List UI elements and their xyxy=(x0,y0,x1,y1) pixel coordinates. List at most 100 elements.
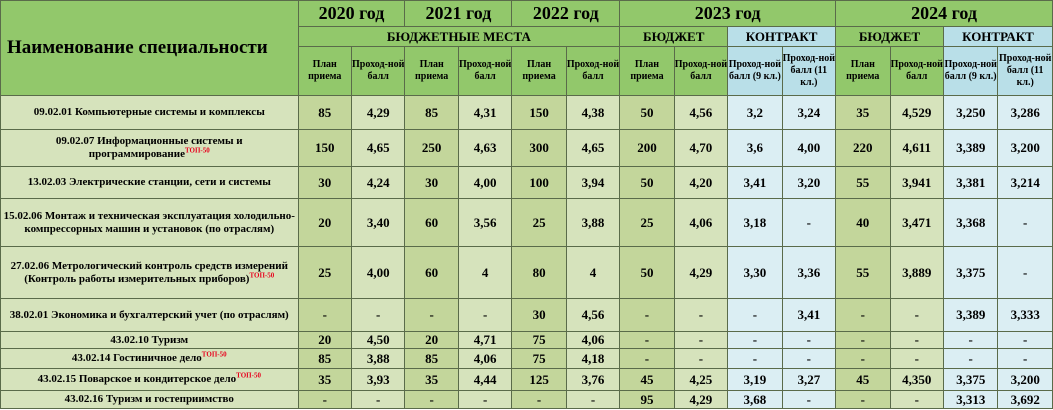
budget-places-header: БЮДЖЕТНЫЕ МЕСТА xyxy=(297,26,621,47)
cell-plan-2022: 300 xyxy=(511,129,567,167)
cell-plan-2023: 25 xyxy=(619,198,675,247)
cell-pass-2023: 4,20 xyxy=(673,166,729,199)
cell-pass-2021: 3,56 xyxy=(457,198,513,247)
cell-plan-2020: - xyxy=(297,390,352,409)
subheader-pass-2022: Проход-ной балл xyxy=(565,46,621,96)
cell-pass-2023: - xyxy=(673,298,729,332)
cell-pass-2020: 3,88 xyxy=(350,348,406,369)
cell-plan-2021: 85 xyxy=(404,348,459,369)
cell-pass-2022: 4,56 xyxy=(565,298,621,332)
cell-pass-2024: - xyxy=(889,348,944,369)
cell-plan-2024: 55 xyxy=(835,166,891,199)
cell-pass-2023: 4,29 xyxy=(673,246,729,299)
cell-plan-2022: 30 xyxy=(511,298,567,332)
cell-pass9-2023: - xyxy=(727,298,783,332)
subheader-pass-2020: Проход-ной балл xyxy=(350,46,406,96)
specialty-name: 43.02.16 Туризм и гостеприимство xyxy=(64,393,234,405)
cell-plan-2021: - xyxy=(404,390,459,409)
cell-plan-2022: 125 xyxy=(511,368,567,391)
cell-plan-2023: - xyxy=(619,331,675,349)
cell-pass-2020: 4,65 xyxy=(350,129,406,167)
cell-pass11-2023: 4,00 xyxy=(781,129,837,167)
cell-pass-2021: 4 xyxy=(457,246,513,299)
cell-pass-2024: 4,350 xyxy=(889,368,944,391)
table-row: 43.02.14 Гостиничное делоТОП-50 85 3,88 85 4… xyxy=(0,348,1053,369)
cell-plan-2024: 55 xyxy=(835,246,891,299)
cell-pass-2022: 3,76 xyxy=(565,368,621,391)
cell-pass9-2023: 3,18 xyxy=(727,198,783,247)
cell-pass-2024: 3,471 xyxy=(889,198,944,247)
cell-plan-2021: 30 xyxy=(404,166,459,199)
cell-pass-2022: 4,06 xyxy=(565,331,621,349)
specialty-name-cell: 09.02.01 Компьютерные системы и комплекс… xyxy=(0,95,299,130)
cell-pass11-2024: - xyxy=(997,331,1053,349)
cell-plan-2023: 50 xyxy=(619,246,675,299)
specialty-name: 43.02.10 Туризм xyxy=(110,333,189,346)
cell-plan-2020: 85 xyxy=(297,348,352,369)
specialty-name: 27.02.06 Метрологический контроль средст… xyxy=(10,259,288,285)
subheader-plan-2022: План приема xyxy=(511,46,567,96)
subheader-plan-2021: План приема xyxy=(404,46,459,96)
cell-plan-2022: 100 xyxy=(511,166,567,199)
cell-pass9-2023: 3,68 xyxy=(727,390,783,409)
cell-pass-2021: 4,63 xyxy=(457,129,513,167)
cell-pass-2020: 4,50 xyxy=(350,331,406,349)
table-row: 09.02.01 Компьютерные системы и комплекс… xyxy=(0,95,1053,130)
cell-pass-2024: 4,611 xyxy=(889,129,944,167)
cell-pass11-2024: 3,200 xyxy=(997,129,1053,167)
cell-plan-2024: - xyxy=(835,390,891,409)
cell-pass9-2023: - xyxy=(727,348,783,369)
cell-plan-2021: 20 xyxy=(404,331,459,349)
cell-plan-2020: 30 xyxy=(297,166,352,199)
cell-pass-2020: 3,40 xyxy=(350,198,406,247)
cell-pass-2021: 4,71 xyxy=(457,331,513,349)
cell-plan-2022: - xyxy=(511,390,567,409)
specialty-name-cell: 15.02.06 Монтаж и техническая эксплуатац… xyxy=(0,198,299,247)
year-header-2024: 2024 год xyxy=(835,0,1053,27)
cell-plan-2022: 150 xyxy=(511,95,567,130)
cell-pass9-2023: 3,2 xyxy=(727,95,783,130)
specialty-name-cell: 43.02.16 Туризм и гостеприимство xyxy=(0,390,299,409)
cell-plan-2022: 80 xyxy=(511,246,567,299)
specialty-name-cell: 43.02.15 Поварское и кондитерское делоТО… xyxy=(0,368,299,391)
cell-plan-2024: 45 xyxy=(835,368,891,391)
cell-pass-2024: 3,889 xyxy=(889,246,944,299)
table-row: 27.02.06 Метрологический контроль средст… xyxy=(0,246,1053,299)
contract-header-2024: КОНТРАКТ xyxy=(942,26,1053,47)
cell-pass11-2024: - xyxy=(997,198,1053,247)
cell-pass-2023: 4,70 xyxy=(673,129,729,167)
cell-pass-2022: 3,88 xyxy=(565,198,621,247)
cell-pass-2020: 4,29 xyxy=(350,95,406,130)
subheader-plan-2020: План приема xyxy=(297,46,352,96)
table-row: 15.02.06 Монтаж и техническая эксплуатац… xyxy=(0,198,1053,247)
table-row: 38.02.01 Экономика и бухгалтерский учет … xyxy=(0,298,1053,332)
cell-pass9-2024: 3,313 xyxy=(942,390,999,409)
specialty-name: 09.02.01 Компьютерные системы и комплекс… xyxy=(33,106,265,118)
cell-pass-2022: 4,65 xyxy=(565,129,621,167)
cell-pass9-2024: 3,381 xyxy=(942,166,999,199)
cell-plan-2023: 200 xyxy=(619,129,675,167)
cell-plan-2021: - xyxy=(404,298,459,332)
specialty-name: 09.02.07 Информационные системы и програ… xyxy=(55,135,243,160)
top-50-badge: ТОП-50 xyxy=(249,270,275,279)
cell-pass9-2024: 3,389 xyxy=(942,298,999,332)
top-50-badge: ТОП-50 xyxy=(201,350,227,359)
year-header-2020: 2020 год xyxy=(297,0,406,27)
cell-plan-2022: 75 xyxy=(511,348,567,369)
budget-header-2024: БЮДЖЕТ xyxy=(835,26,944,47)
cell-plan-2023: 95 xyxy=(619,390,675,409)
cell-pass11-2024: 3,286 xyxy=(997,95,1053,130)
cell-pass11-2024: - xyxy=(997,348,1053,369)
cell-pass11-2024: 3,214 xyxy=(997,166,1053,199)
cell-pass9-2024: - xyxy=(942,331,999,349)
cell-plan-2022: 75 xyxy=(511,331,567,349)
cell-pass-2024: 3,941 xyxy=(889,166,944,199)
cell-pass11-2023: 3,36 xyxy=(781,246,837,299)
cell-pass-2024: - xyxy=(889,298,944,332)
cell-plan-2021: 85 xyxy=(404,95,459,130)
subheader-pass-2024: Проход-ной балл xyxy=(889,46,944,96)
cell-plan-2020: 25 xyxy=(297,246,352,299)
cell-pass-2024: 4,529 xyxy=(889,95,944,130)
specialty-name: 13.02.03 Электрические станции, сети и с… xyxy=(27,176,271,188)
